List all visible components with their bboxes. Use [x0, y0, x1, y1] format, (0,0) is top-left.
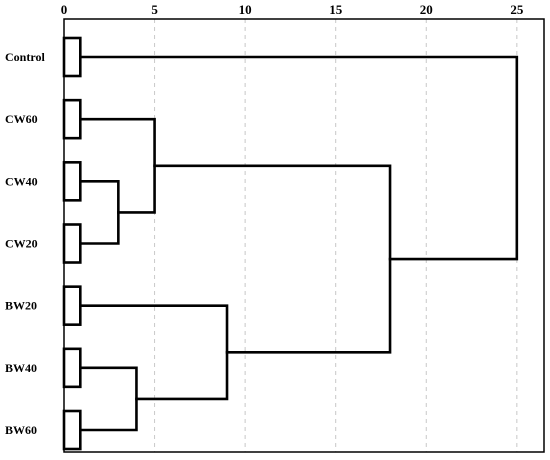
merge-branch-1	[79, 180, 120, 245]
leaf-box-bw40	[62, 347, 82, 389]
leaf-box-cw20	[62, 223, 82, 264]
x-tick-label-25: 25	[510, 2, 524, 17]
merge-branch-2	[79, 366, 138, 432]
leaf-labels: Control CW60 CW40 CW20 BW20 BW40 BW60	[5, 50, 45, 437]
leaf-label-control: Control	[5, 50, 45, 64]
leaf-label-cw40: CW40	[5, 174, 38, 188]
x-tick-label-10: 10	[239, 2, 252, 17]
leaf-box-bw60	[62, 409, 82, 451]
leaf-label-cw60: CW60	[5, 112, 38, 126]
x-tick-label-15: 15	[329, 2, 343, 17]
leaf-label-bw40: BW40	[5, 361, 37, 375]
dendrogram-branches	[62, 36, 519, 451]
plot-frame	[63, 18, 545, 453]
x-tick-label-20: 20	[420, 2, 433, 17]
leaf-box-control	[62, 36, 82, 78]
x-tick-label-5: 5	[151, 2, 158, 17]
grid-lines	[154, 19, 518, 452]
x-tick-label-0: 0	[61, 2, 68, 17]
leaf-box-cw40	[62, 161, 82, 202]
leaf-box-bw20	[62, 285, 82, 326]
merge-branch-6	[79, 55, 519, 261]
leaf-box-cw60	[62, 98, 82, 140]
x-axis-ticks: 0 5 10 15 20 25	[61, 2, 524, 17]
leaf-label-bw60: BW60	[5, 423, 37, 437]
merge-branch-4	[79, 304, 229, 401]
leaf-label-cw20: CW20	[5, 237, 38, 251]
leaf-label-bw20: BW20	[5, 299, 37, 313]
merge-branch-5	[153, 164, 392, 354]
